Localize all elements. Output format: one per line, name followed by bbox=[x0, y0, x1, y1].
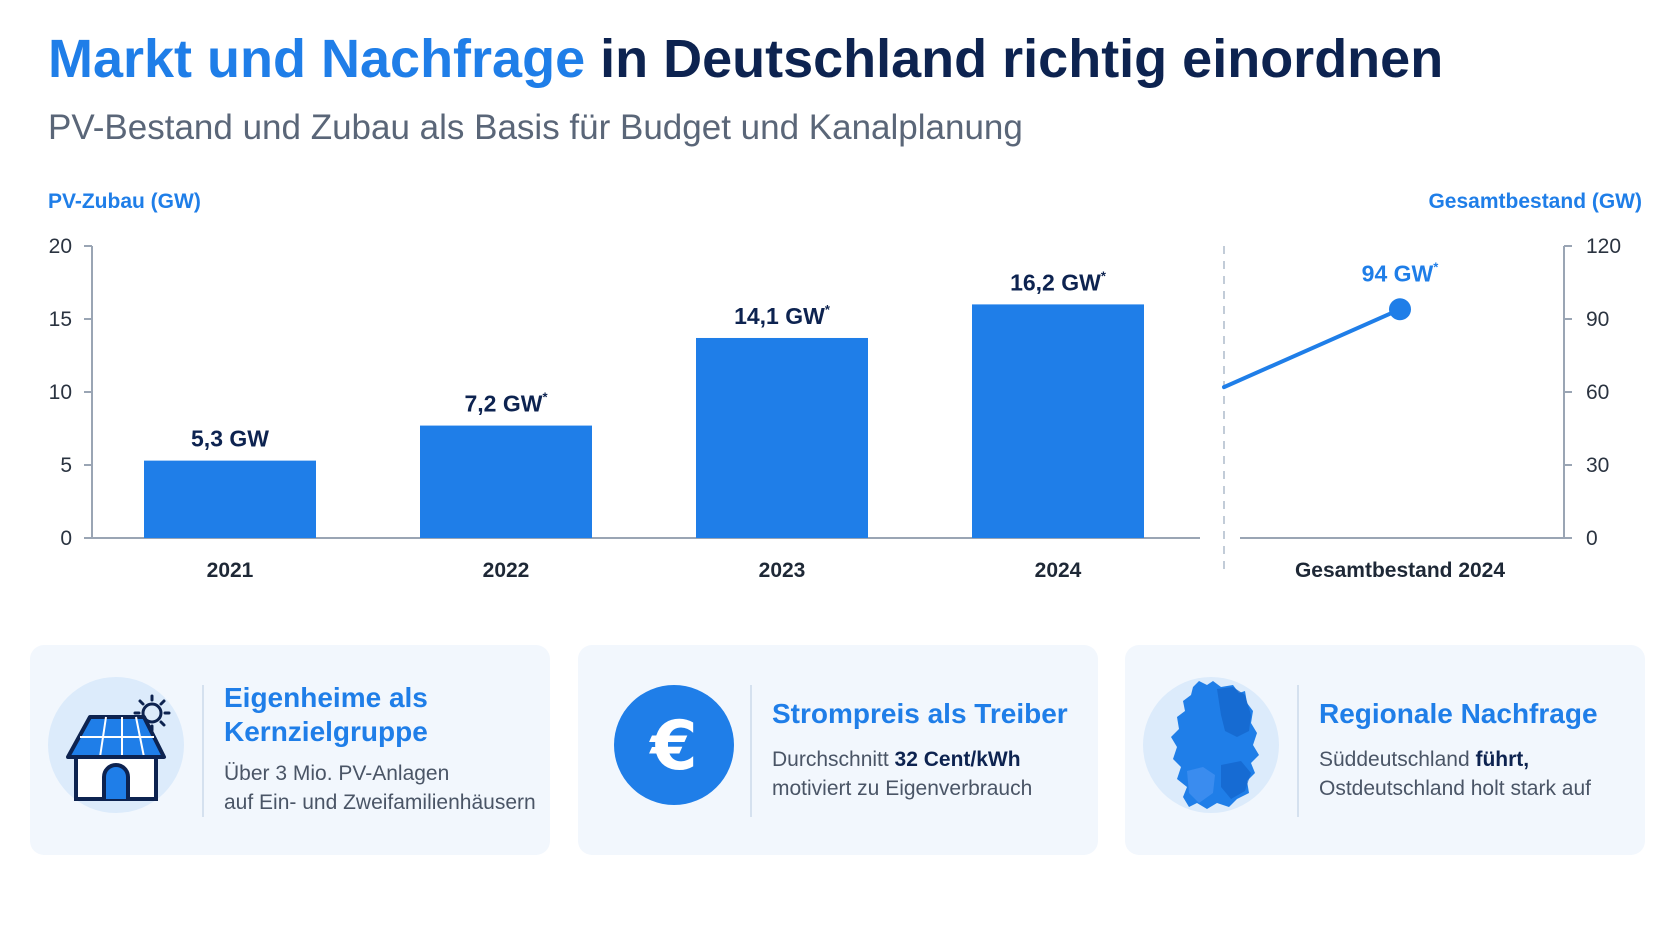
title-accent: Markt und Nachfrage bbox=[48, 29, 586, 89]
card-desc-line2: Ostdeutschland holt stark auf bbox=[1319, 777, 1591, 800]
euro-icon: € bbox=[594, 675, 734, 815]
card-desc-line1: Durchschnitt 32 Cent/kWh bbox=[772, 745, 1092, 774]
solar-house-icon bbox=[46, 675, 186, 815]
x-category-label: 2021 bbox=[207, 559, 254, 580]
bar bbox=[972, 304, 1144, 538]
desc-highlight: 32 Cent/kWh bbox=[894, 748, 1021, 771]
left-axis-title: PV-Zubau (GW) bbox=[48, 190, 201, 213]
right-tick-label: 120 bbox=[1586, 235, 1621, 258]
card-divider bbox=[1297, 685, 1299, 817]
card-electricity-price: € Strompreis als Treiber Durchschnitt 32… bbox=[578, 645, 1098, 855]
card-desc-line1: Über 3 Mio. PV-Anlagen bbox=[224, 762, 450, 785]
left-tick-label: 20 bbox=[49, 235, 72, 258]
right-tick-label: 30 bbox=[1586, 454, 1609, 477]
bar bbox=[144, 460, 316, 538]
total-point bbox=[1389, 298, 1411, 321]
label-asterisk: * bbox=[1101, 268, 1107, 283]
label-asterisk: * bbox=[825, 302, 831, 317]
card-title: Strompreis als Treiber bbox=[772, 698, 1068, 729]
bar-data-label: 14,1 GW* bbox=[734, 302, 831, 329]
left-tick-label: 0 bbox=[60, 527, 72, 550]
right-tick-label: 60 bbox=[1586, 381, 1609, 404]
left-tick-label: 15 bbox=[49, 308, 72, 331]
total-category-label: Gesamtbestand 2024 bbox=[1295, 559, 1505, 580]
page-subtitle: PV-Bestand und Zubau als Basis für Budge… bbox=[48, 108, 1023, 147]
desc-text: Süddeutschland bbox=[1319, 748, 1476, 771]
desc-text: Durchschnitt bbox=[772, 748, 895, 771]
card-desc-line2: motiviert zu Eigenverbrauch bbox=[772, 777, 1033, 800]
x-category-label: 2022 bbox=[483, 559, 530, 580]
right-tick-label: 90 bbox=[1586, 308, 1609, 331]
left-tick-label: 10 bbox=[49, 381, 72, 404]
title-rest: in Deutschland richtig einordnen bbox=[585, 29, 1444, 89]
bar bbox=[696, 337, 868, 538]
x-category-label: 2023 bbox=[759, 559, 806, 580]
bar-data-label: 16,2 GW* bbox=[1010, 268, 1107, 295]
card-target-group: Eigenheime als Kernzielgruppe Über 3 Mio… bbox=[30, 645, 550, 855]
card-desc-line2: auf Ein- und Zweifamilienhäusern bbox=[224, 791, 536, 814]
total-data-label: 94 GW* bbox=[1362, 259, 1440, 286]
left-tick-label: 5 bbox=[60, 454, 72, 477]
bar-data-label: 5,3 GW bbox=[191, 426, 269, 452]
card-title: Eigenheime als Kernzielgruppe bbox=[224, 682, 428, 747]
euro-glyph: € bbox=[648, 707, 697, 786]
page-title: Markt und Nachfrage in Deutschland richt… bbox=[48, 28, 1443, 90]
desc-highlight: führt, bbox=[1475, 748, 1530, 771]
card-divider bbox=[750, 685, 752, 817]
card-divider bbox=[202, 685, 204, 817]
label-asterisk: * bbox=[1433, 259, 1439, 274]
pv-chart: PV-Zubau (GW) Gesamtbestand (GW) 20 15 10 5 0 1… bbox=[48, 190, 1642, 580]
right-tick-label: 0 bbox=[1586, 527, 1598, 550]
right-axis-title: Gesamtbestand (GW) bbox=[1428, 190, 1642, 213]
card-desc-line1: Süddeutschland führt, bbox=[1319, 745, 1639, 774]
card-regional-demand: Regionale Nachfrage Süddeutschland führt… bbox=[1125, 645, 1645, 855]
bar-data-label: 7,2 GW* bbox=[464, 390, 548, 417]
total-line bbox=[1222, 307, 1402, 390]
card-title: Regionale Nachfrage bbox=[1319, 698, 1598, 729]
label-asterisk: * bbox=[542, 390, 548, 405]
germany-map-icon bbox=[1141, 675, 1281, 815]
x-category-label: 2024 bbox=[1035, 559, 1082, 580]
bar bbox=[420, 425, 592, 538]
